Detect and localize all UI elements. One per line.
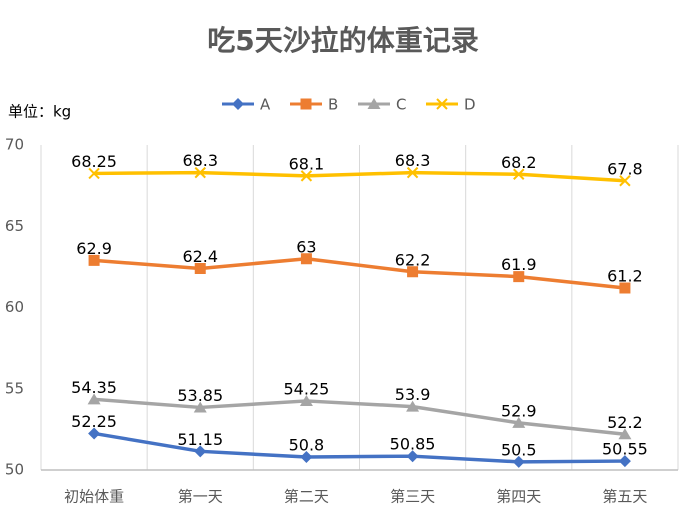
data-label: 62.2: [395, 250, 431, 269]
legend-item: B: [290, 96, 338, 114]
x-tick-label: 初始体重: [64, 488, 124, 506]
data-label: 54.25: [284, 379, 330, 398]
legend-label: B: [328, 96, 338, 114]
data-label: 54.35: [71, 378, 117, 397]
data-label: 53.85: [177, 386, 223, 405]
data-label: 62.4: [182, 247, 218, 266]
y-tick-label: 60: [5, 298, 24, 316]
data-label: 50.5: [501, 440, 537, 459]
data-label: 68.25: [71, 152, 117, 171]
marker: [194, 263, 206, 274]
series: 54.35 53.85 54.25 53.9 52.9 52.2: [71, 378, 643, 440]
marker: [406, 400, 420, 412]
x-tick-label: 第五天: [602, 488, 647, 506]
x-tick-label: 第二天: [284, 488, 329, 506]
marker: [513, 271, 525, 283]
line: [93, 431, 625, 464]
marker: [407, 266, 419, 278]
legend-item: C: [358, 96, 406, 114]
y-tick-label: 65: [5, 217, 24, 235]
marker: [513, 168, 525, 180]
x-tick-label: 第一天: [178, 488, 223, 506]
marker: [406, 450, 419, 463]
marker: [300, 170, 313, 182]
marker: [618, 428, 632, 440]
series: 52.25 51.15 50.8 50.85 50.5 50.55: [71, 412, 648, 468]
marker: [88, 427, 101, 440]
y-tick-label: 55: [5, 379, 24, 397]
data-label: 68.3: [182, 151, 218, 170]
data-label: 61.2: [607, 267, 643, 286]
data-label: 53.9: [395, 385, 431, 404]
line: [93, 257, 626, 290]
series: 68.25 68.3 68.1 68.3 68.2 67.8: [71, 151, 643, 187]
marker: [232, 98, 244, 110]
marker: [300, 451, 313, 463]
series: 62.9 62.4 63 62.2 61.9 61.2: [76, 237, 643, 294]
legend-label: D: [464, 96, 476, 114]
x-tick-label: 第三天: [390, 488, 435, 506]
data-label: 61.9: [501, 255, 537, 274]
x-tick-label: 第四天: [496, 488, 541, 506]
marker: [512, 416, 526, 428]
y-axis-label: 单位：kg: [8, 103, 71, 121]
marker: [194, 166, 206, 179]
data-label: 50.85: [390, 435, 436, 454]
marker: [618, 455, 631, 468]
marker: [299, 394, 313, 406]
data-label: 52.2: [607, 413, 643, 432]
marker: [367, 98, 381, 109]
marker: [300, 253, 312, 265]
legend-item: D: [426, 96, 476, 114]
legend-label: C: [396, 96, 406, 114]
marker: [88, 254, 100, 266]
y-tick-label: 50: [5, 461, 24, 479]
data-label: 68.3: [395, 151, 431, 170]
data-label: 68.2: [501, 153, 537, 172]
y-tick-label: 70: [5, 136, 24, 154]
marker: [300, 98, 312, 110]
marker: [512, 455, 525, 468]
line: [94, 170, 626, 183]
marker: [194, 445, 207, 458]
marker: [406, 166, 419, 179]
chart-title: 吃5天沙拉的体重记录: [207, 24, 478, 57]
data-label: 67.8: [607, 159, 643, 178]
data-label: 63: [296, 237, 316, 256]
marker: [88, 167, 100, 180]
marker: [619, 175, 631, 187]
data-label: 50.8: [289, 436, 325, 455]
data-label: 68.1: [289, 154, 325, 173]
marker: [436, 98, 448, 110]
legend-item: A: [222, 96, 271, 114]
legend-label: A: [260, 96, 271, 114]
data-label: 62.9: [76, 239, 112, 258]
data-label: 50.55: [602, 440, 648, 459]
marker: [619, 282, 631, 294]
line: [93, 397, 626, 436]
data-label: 52.9: [501, 401, 537, 420]
marker: [87, 393, 101, 405]
marker: [193, 401, 207, 413]
data-label: 52.25: [71, 412, 117, 431]
data-label: 51.15: [177, 430, 223, 449]
